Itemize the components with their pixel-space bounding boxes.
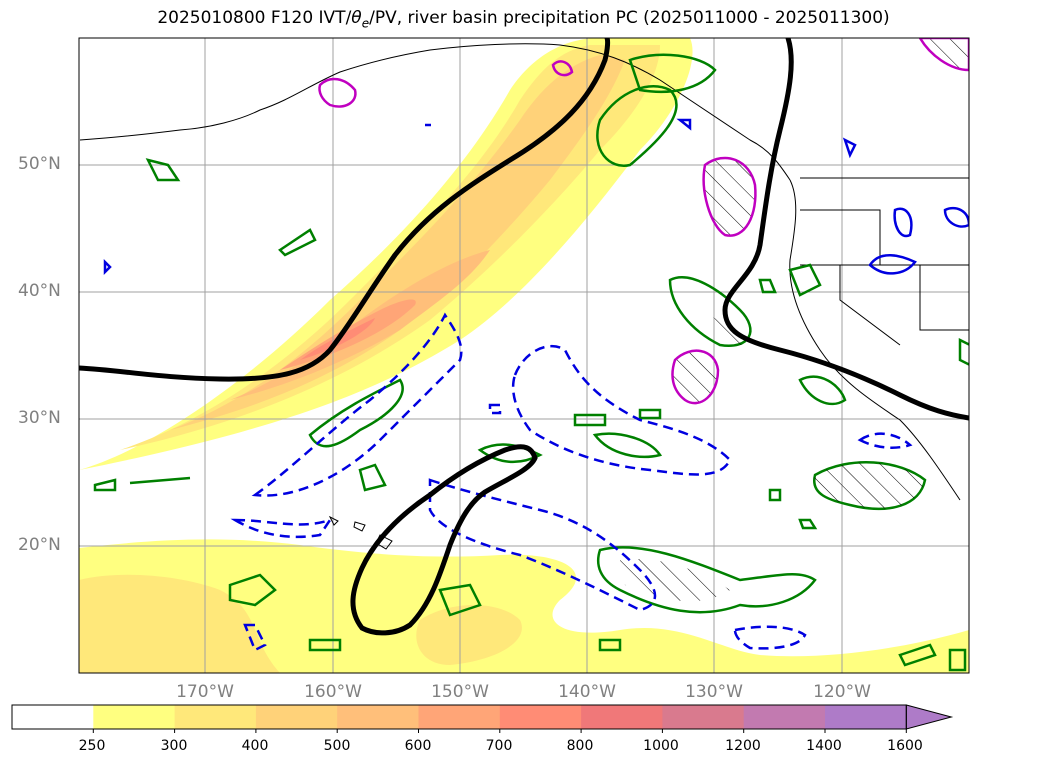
colorbar-border: [11, 704, 907, 730]
colorbar-segment: [255, 705, 338, 729]
contour-south: [350, 444, 538, 636]
colorbar-label-1400: 1400: [806, 738, 842, 754]
ivt-south-250: [79, 539, 969, 673]
lon-label-130w: 130°W: [685, 682, 743, 702]
colorbar-label-500: 500: [323, 738, 351, 754]
colorbar-segment: [743, 705, 826, 729]
blue-dashed-contours: [230, 312, 913, 652]
colorbar-label-1200: 1200: [725, 738, 761, 754]
lon-label-170w: 170°W: [176, 682, 234, 702]
ivt-band-400: [170, 55, 625, 430]
hawaii-2: [353, 521, 366, 532]
colorbar-label-1600: 1600: [887, 738, 923, 754]
blue-solid-contours: [103, 118, 969, 276]
state-border-3: [919, 265, 969, 331]
ivt-south-300b: [416, 605, 522, 665]
colorbar-label-700: 700: [485, 738, 513, 754]
contour-north: [79, 38, 611, 382]
lat-label-40: 40°N: [18, 281, 61, 301]
colorbar-segment: [418, 705, 501, 729]
coastlines: [79, 43, 969, 550]
colorbar-segment: [581, 705, 663, 729]
lat-label-50: 50°N: [18, 154, 61, 174]
state-border-4: [839, 265, 901, 346]
contour-east: [722, 38, 969, 421]
colorbar-label-400: 400: [241, 738, 269, 754]
lon-label-120w: 120°W: [813, 682, 871, 702]
lon-label-160w: 160°W: [304, 682, 362, 702]
map-frame: [78, 37, 970, 674]
map-title: 2025010800 F120 IVT/θe/PV, river basin p…: [157, 8, 890, 31]
colorbar-segment: [174, 705, 257, 729]
colorbar-label-250: 250: [78, 738, 106, 754]
colorbar-segment: [93, 705, 176, 729]
state-border-1: [800, 209, 969, 266]
us-westcoast: [789, 179, 961, 501]
lon-label-140w: 140°W: [558, 682, 616, 702]
hawaii-1: [328, 515, 339, 526]
map-content: [79, 38, 969, 673]
colorbar-label-1000: 1000: [643, 738, 679, 754]
black-contours: [79, 38, 969, 636]
lon-label-150w: 150°W: [431, 682, 489, 702]
colorbar-segment: [12, 705, 94, 729]
green-hatch: [620, 310, 925, 602]
lat-label-20: 20°N: [18, 535, 61, 555]
colorbar-label-300: 300: [160, 738, 188, 754]
colorbar-segment: [499, 705, 582, 729]
colorbar-extend-arrow: [905, 704, 954, 730]
colorbar-segment: [662, 705, 745, 729]
colorbar: [11, 704, 954, 733]
colorbar-segment: [825, 705, 907, 729]
magenta-contours: [318, 38, 969, 405]
colorbar-label-800: 800: [566, 738, 594, 754]
colorbar-segment: [337, 705, 419, 729]
colorbar-label-600: 600: [404, 738, 432, 754]
alaska-coast: [79, 43, 791, 181]
lat-label-30: 30°N: [18, 408, 61, 428]
